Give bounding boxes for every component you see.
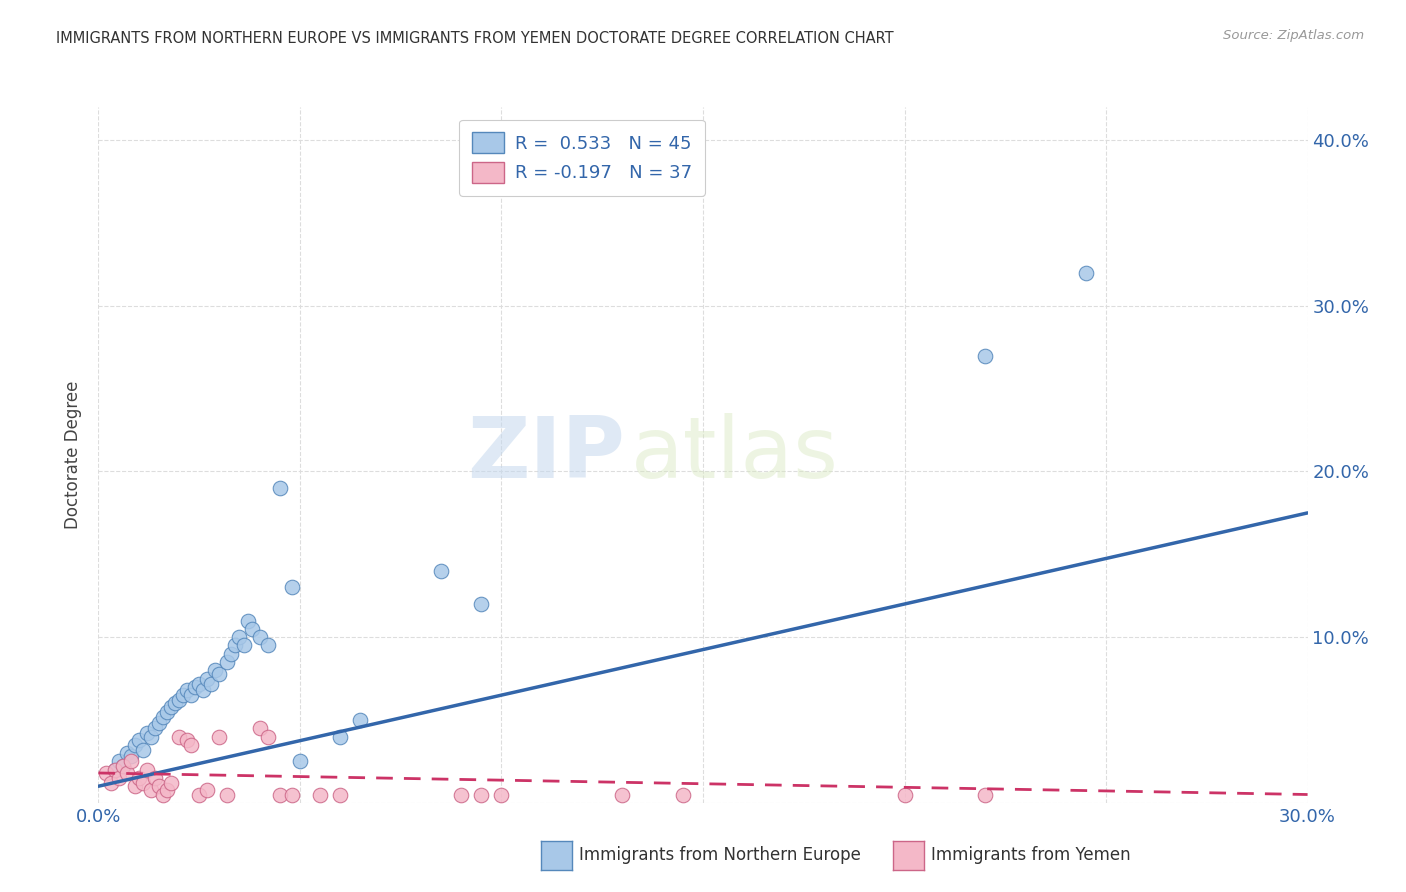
Point	[103, 763, 125, 777]
Point	[167, 693, 190, 707]
Point	[111, 759, 134, 773]
Point	[450, 788, 472, 802]
Point	[143, 721, 166, 735]
Point	[100, 776, 122, 790]
Text: Immigrants from Yemen: Immigrants from Yemen	[931, 847, 1130, 864]
Point	[115, 746, 138, 760]
Point	[132, 776, 155, 790]
Point	[135, 763, 157, 777]
Point	[249, 630, 271, 644]
Point	[329, 730, 352, 744]
Point	[96, 766, 118, 780]
Point	[240, 622, 263, 636]
Point	[208, 730, 231, 744]
Point	[188, 788, 211, 802]
Text: IMMIGRANTS FROM NORTHERN EUROPE VS IMMIGRANTS FROM YEMEN DOCTORATE DEGREE CORREL: IMMIGRANTS FROM NORTHERN EUROPE VS IMMIG…	[56, 31, 894, 46]
Point	[139, 730, 162, 744]
Point	[309, 788, 332, 802]
Point	[1074, 266, 1097, 280]
Point	[195, 672, 218, 686]
Point	[269, 481, 291, 495]
Point	[176, 732, 198, 747]
Point	[329, 788, 352, 802]
Point	[128, 771, 150, 785]
Point	[288, 755, 311, 769]
Point	[172, 688, 194, 702]
Point	[188, 676, 211, 690]
Point	[200, 676, 222, 690]
Y-axis label: Doctorate Degree: Doctorate Degree	[65, 381, 83, 529]
Point	[204, 663, 226, 677]
Point	[430, 564, 453, 578]
Point	[249, 721, 271, 735]
Point	[124, 738, 146, 752]
Point	[120, 755, 142, 769]
Point	[224, 639, 246, 653]
Point	[269, 788, 291, 802]
Point	[111, 759, 134, 773]
Point	[135, 726, 157, 740]
Point	[128, 732, 150, 747]
Point	[470, 597, 492, 611]
Point	[107, 755, 129, 769]
Point	[139, 782, 162, 797]
Point	[217, 788, 239, 802]
Point	[221, 647, 243, 661]
Point	[152, 709, 174, 723]
Point	[148, 716, 170, 731]
Point	[236, 614, 259, 628]
Point	[281, 788, 304, 802]
Point	[974, 349, 997, 363]
Point	[103, 763, 125, 777]
Point	[120, 749, 142, 764]
Point	[349, 713, 371, 727]
Point	[156, 782, 179, 797]
Point	[124, 779, 146, 793]
Point	[115, 766, 138, 780]
Point	[228, 630, 250, 644]
Point	[195, 782, 218, 797]
Point	[184, 680, 207, 694]
Point	[167, 730, 190, 744]
Point	[217, 655, 239, 669]
Point	[107, 771, 129, 785]
Point	[208, 666, 231, 681]
Point	[893, 788, 915, 802]
Point	[143, 771, 166, 785]
Point	[160, 699, 183, 714]
Text: atlas: atlas	[630, 413, 838, 497]
Point	[193, 683, 215, 698]
Point	[281, 581, 304, 595]
Point	[163, 697, 186, 711]
Point	[180, 738, 202, 752]
Text: Source: ZipAtlas.com: Source: ZipAtlas.com	[1223, 29, 1364, 42]
Point	[132, 743, 155, 757]
Legend: R =  0.533   N = 45, R = -0.197   N = 37: R = 0.533 N = 45, R = -0.197 N = 37	[460, 120, 704, 195]
Point	[180, 688, 202, 702]
Text: Immigrants from Northern Europe: Immigrants from Northern Europe	[579, 847, 860, 864]
Point	[974, 788, 997, 802]
Point	[612, 788, 634, 802]
Point	[232, 639, 254, 653]
Text: ZIP: ZIP	[467, 413, 624, 497]
Point	[470, 788, 492, 802]
Point	[160, 776, 183, 790]
Point	[256, 730, 278, 744]
Point	[176, 683, 198, 698]
Point	[256, 639, 278, 653]
Point	[156, 705, 179, 719]
Point	[148, 779, 170, 793]
Point	[152, 788, 174, 802]
Point	[491, 788, 513, 802]
Point	[672, 788, 695, 802]
